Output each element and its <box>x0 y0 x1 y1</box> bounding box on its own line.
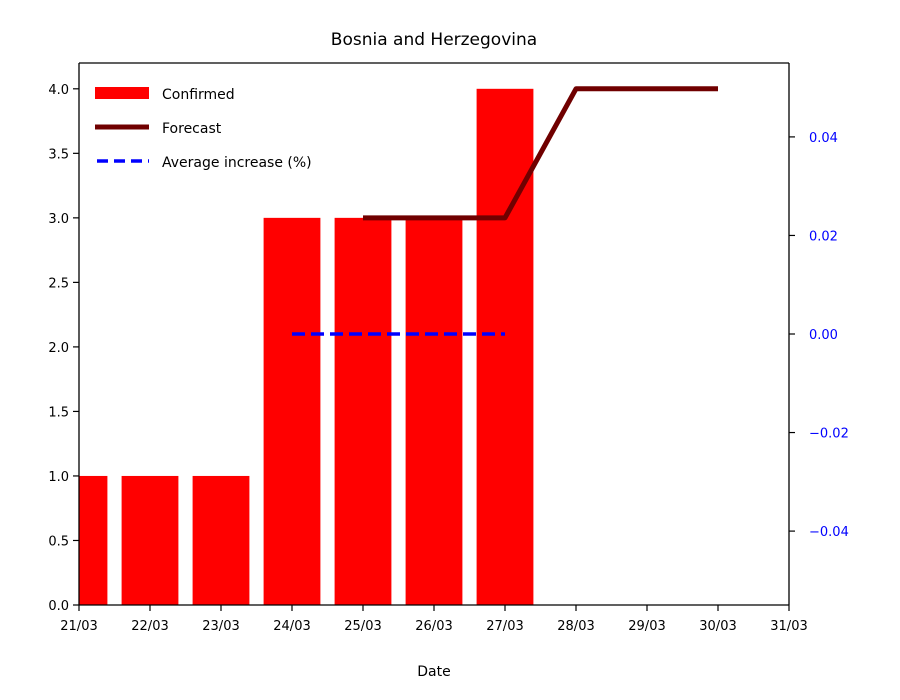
plot-area <box>79 86 718 605</box>
legend-label-2: Average increase (%) <box>162 155 312 171</box>
legend-label-1: Forecast <box>162 121 222 137</box>
x-tick-label: 25/03 <box>344 619 381 634</box>
bar-24-03 <box>263 217 321 605</box>
x-tick-label: 24/03 <box>273 619 310 634</box>
legend-swatch-confirmed <box>95 87 149 99</box>
y-tick-label: 0.5 <box>48 534 69 549</box>
x-axis-title: Date <box>417 664 450 680</box>
x-tick-label: 27/03 <box>486 619 523 634</box>
bar-27-03 <box>476 88 534 605</box>
bar-26-03 <box>405 217 463 605</box>
y-tick-label: 2.5 <box>48 276 69 291</box>
bar-25-03 <box>334 217 392 605</box>
x-tick-label: 28/03 <box>557 619 594 634</box>
x-tick-label: 31/03 <box>770 619 807 634</box>
y-tick-label: 2.0 <box>48 341 69 356</box>
y-tick-label: 1.0 <box>48 470 69 485</box>
bar-21-03 <box>79 475 108 605</box>
legend-label-0: Confirmed <box>162 87 235 103</box>
x-tick-label: 21/03 <box>60 619 97 634</box>
y-tick-label: 1.5 <box>48 405 69 420</box>
legend: Confirmed Forecast Average increase (%) <box>95 87 312 171</box>
y2-tick-label: −0.02 <box>809 427 849 442</box>
bar-22-03 <box>121 475 179 605</box>
chart-title: Bosnia and Herzegovina <box>331 30 537 50</box>
y2-tick-label: 0.02 <box>809 229 838 244</box>
y-tick-label: 4.0 <box>48 83 69 98</box>
forecast-line <box>363 86 718 221</box>
axes: 21/03 22/03 23/03 24/03 25/03 26/03 27/03 28/03… <box>48 62 849 634</box>
bar-23-03 <box>192 475 250 605</box>
x-tick-label: 30/03 <box>699 619 736 634</box>
y-tick-label: 3.5 <box>48 147 69 162</box>
y2-tick-label: 0.00 <box>809 328 838 343</box>
plot-clipped <box>79 86 718 605</box>
x-tick-label: 26/03 <box>415 619 452 634</box>
x-tick-label: 22/03 <box>131 619 168 634</box>
y-tick-label: 3.0 <box>48 212 69 227</box>
y-tick-label: 0.0 <box>48 599 69 614</box>
y2-tick-label: 0.04 <box>809 131 838 146</box>
y2-tick-label: −0.04 <box>809 525 849 540</box>
x-tick-label: 29/03 <box>628 619 665 634</box>
x-tick-label: 23/03 <box>202 619 239 634</box>
